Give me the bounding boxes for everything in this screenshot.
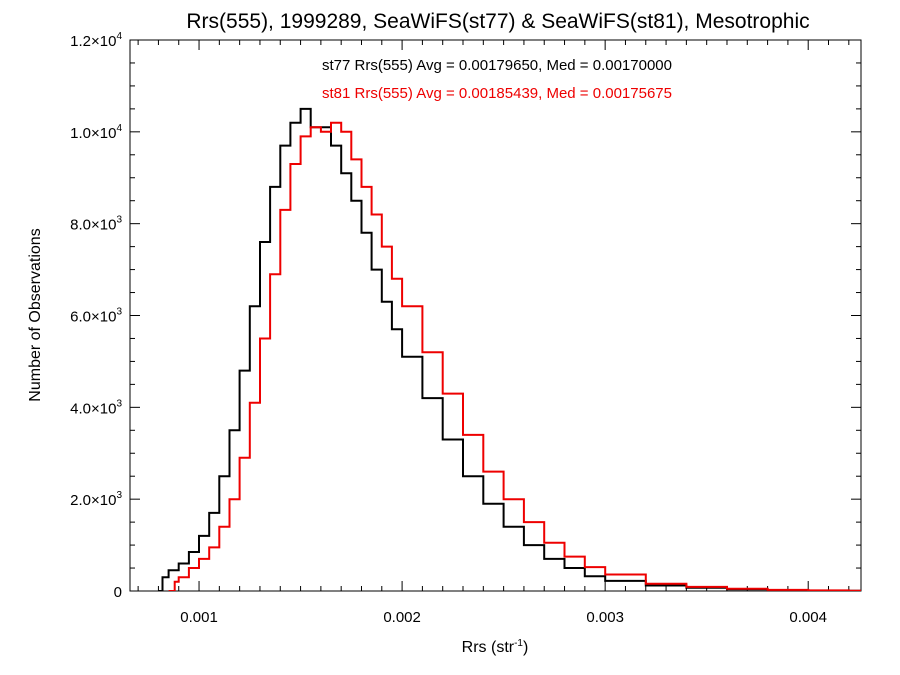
x-tick-label: 0.002 xyxy=(383,609,421,626)
y-tick-exponent: 3 xyxy=(116,215,122,226)
chart-title: Rrs(555), 1999289, SeaWiFS(st77) & SeaWi… xyxy=(186,10,809,33)
y-tick-exponent: 4 xyxy=(116,31,122,42)
y-tick-mantissa: 6.0×10 xyxy=(70,309,116,326)
x-tick-label: 0.004 xyxy=(789,609,827,626)
y-tick-mantissa: 0 xyxy=(114,584,122,601)
y-tick-exponent: 3 xyxy=(116,490,122,501)
tick-marks xyxy=(130,39,861,592)
y-tick-mantissa: 1.2×10 xyxy=(70,33,116,50)
y-tick-label: 2.0×103 xyxy=(70,490,122,509)
y-tick-mantissa: 8.0×10 xyxy=(70,217,116,234)
y-tick-label: 1.2×104 xyxy=(70,31,122,50)
y-tick-exponent: 3 xyxy=(116,398,122,409)
y-axis-label: Number of Observations xyxy=(27,228,44,401)
y-tick-mantissa: 2.0×10 xyxy=(70,492,116,509)
y-tick-label: 1.0×104 xyxy=(70,123,122,142)
y-tick-label: 8.0×103 xyxy=(70,215,122,234)
y-tick-mantissa: 4.0×10 xyxy=(70,400,116,417)
y-tick-labels: 02.0×1034.0×1036.0×1038.0×1031.0×1041.2×… xyxy=(70,31,122,601)
y-tick-exponent: 3 xyxy=(116,307,122,318)
x-tick-label: 0.003 xyxy=(586,609,624,626)
series-layer xyxy=(158,107,861,591)
st77-stats-annotation: st77 Rrs(555) Avg = 0.00179650, Med = 0.… xyxy=(322,57,672,74)
st81-stats-annotation: st81 Rrs(555) Avg = 0.00185439, Med = 0.… xyxy=(322,85,672,102)
series-st81-line xyxy=(168,121,861,591)
y-tick-label: 0 xyxy=(114,584,122,601)
series-st77-line xyxy=(158,107,861,591)
x-axis-label: Rrs (str-1) xyxy=(462,638,529,656)
y-tick-exponent: 4 xyxy=(116,123,122,134)
y-tick-label: 4.0×103 xyxy=(70,398,122,417)
y-tick-label: 6.0×103 xyxy=(70,307,122,326)
x-tick-label: 0.001 xyxy=(180,609,218,626)
x-axis-label-text: Rrs (str xyxy=(462,639,515,656)
x-axis-label-sup: -1 xyxy=(514,638,523,649)
x-axis-label-suffix: ) xyxy=(523,639,528,656)
x-tick-labels: 0.001 0.002 0.003 0.004 xyxy=(180,609,827,626)
plot-frame xyxy=(129,39,862,592)
y-tick-mantissa: 1.0×10 xyxy=(70,125,116,142)
